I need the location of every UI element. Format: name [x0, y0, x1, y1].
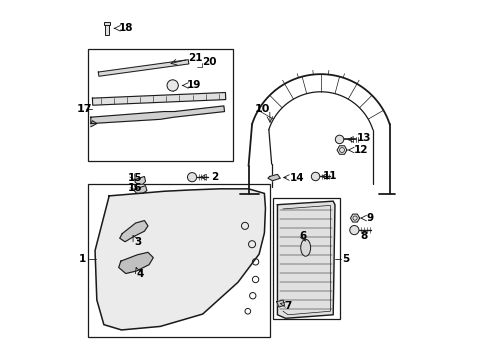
Polygon shape [277, 300, 285, 307]
Text: 19: 19 [187, 80, 201, 90]
Bar [103, 22, 110, 25]
Bar [88, 184, 270, 337]
Polygon shape [337, 146, 347, 154]
Polygon shape [93, 93, 226, 105]
Polygon shape [134, 186, 147, 193]
Text: 11: 11 [322, 171, 337, 181]
Text: 6: 6 [300, 231, 307, 242]
Text: 15: 15 [128, 173, 143, 183]
Bar [88, 49, 233, 161]
Text: 20: 20 [202, 57, 217, 67]
Text: 10: 10 [255, 104, 270, 114]
Text: 3: 3 [134, 237, 141, 247]
Text: 17: 17 [76, 104, 92, 114]
Text: 13: 13 [357, 133, 372, 143]
Text: 4: 4 [136, 269, 144, 279]
Polygon shape [135, 176, 146, 184]
Circle shape [167, 80, 178, 91]
Polygon shape [91, 106, 224, 123]
Text: 1: 1 [78, 255, 86, 264]
Text: 9: 9 [367, 213, 373, 223]
Polygon shape [98, 60, 189, 76]
Text: 7: 7 [285, 301, 292, 311]
Circle shape [350, 225, 359, 235]
Circle shape [335, 135, 344, 144]
Text: 5: 5 [342, 255, 349, 264]
Polygon shape [119, 252, 153, 274]
Text: 2: 2 [211, 172, 219, 182]
Polygon shape [350, 214, 360, 222]
Polygon shape [268, 174, 280, 181]
Bar [273, 198, 340, 319]
Circle shape [188, 172, 196, 182]
Text: 16: 16 [128, 184, 143, 193]
Polygon shape [91, 121, 97, 127]
Text: 18: 18 [119, 23, 133, 33]
Text: 12: 12 [354, 145, 368, 155]
Circle shape [311, 172, 320, 181]
Text: 14: 14 [290, 173, 305, 183]
Polygon shape [120, 221, 148, 242]
Polygon shape [95, 189, 266, 330]
Polygon shape [277, 201, 335, 318]
Bar [104, 25, 109, 35]
Text: 21: 21 [189, 53, 203, 63]
Text: 8: 8 [361, 231, 368, 241]
Ellipse shape [301, 239, 311, 256]
